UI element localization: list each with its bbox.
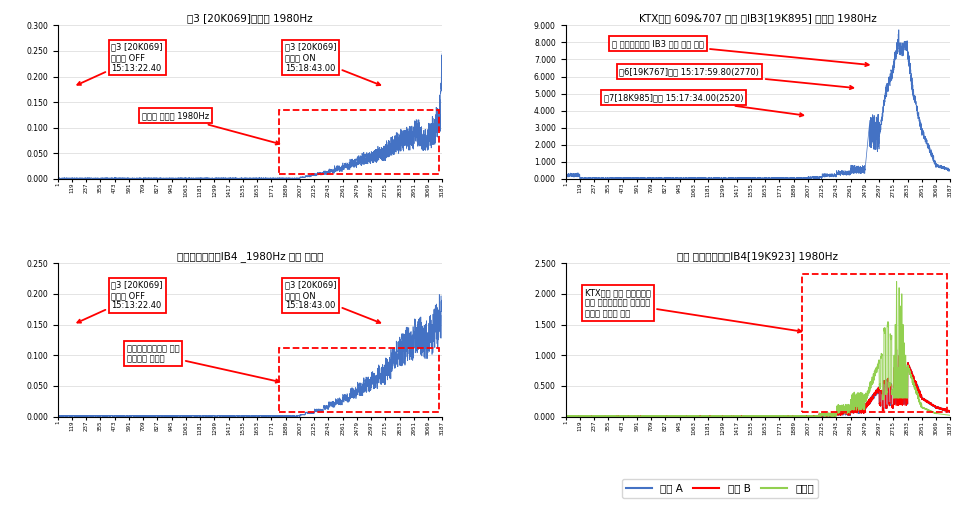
Title: 쀨3 [20K069]수신기 1980Hz: 쀨3 [20K069]수신기 1980Hz xyxy=(187,13,313,23)
Title: 상선 임피던스본드IB4[19K923] 1980Hz: 상선 임피던스본드IB4[19K923] 1980Hz xyxy=(678,251,838,261)
Line: 레일 B: 레일 B xyxy=(565,350,950,417)
Text: 쀨3 [20K069]
송신기 ON
15:18:43.00: 쀨3 [20K069] 송신기 ON 15:18:43.00 xyxy=(285,43,380,85)
레일 A xyxy=(606,414,617,420)
레일 B xyxy=(592,414,604,420)
중성점 xyxy=(724,414,735,420)
레일 A xyxy=(828,412,840,419)
중성점 xyxy=(690,413,702,419)
중성점 xyxy=(891,278,902,284)
레일 B xyxy=(690,413,702,419)
Line: 중성점: 중성점 xyxy=(565,281,950,417)
레일 B xyxy=(730,413,741,419)
레일 B xyxy=(891,347,902,353)
레일 A xyxy=(577,414,588,420)
Text: 핗7[18K985]점유 15:17:34.00(2520): 핗7[18K985]점유 15:17:34.00(2520) xyxy=(604,93,804,116)
레일 B xyxy=(828,410,840,417)
중성점 xyxy=(945,412,956,419)
Legend: 레일 A, 레일 B, 중성점: 레일 A, 레일 B, 중성점 xyxy=(622,480,818,498)
중성점 xyxy=(828,411,840,417)
레일 A xyxy=(560,383,571,389)
Text: 상선임피던스본드 양단
고조파의 전류치: 상선임피던스본드 양단 고조파의 전류치 xyxy=(127,344,279,383)
Text: 수신원 고조파 1980Hz: 수신원 고조파 1980Hz xyxy=(142,111,279,145)
중성점 xyxy=(577,413,588,419)
Text: 하 임피던스본드 IB3 열차 후미 통과: 하 임피던스본드 IB3 열차 후미 통과 xyxy=(612,39,869,66)
중성점 xyxy=(730,412,741,419)
Text: 핖6[19K767]점유 15:17:59.80(2770): 핖6[19K767]점유 15:17:59.80(2770) xyxy=(619,67,853,89)
중성점 xyxy=(560,389,571,395)
레일 A xyxy=(690,413,702,419)
레일 A xyxy=(891,346,902,352)
레일 A xyxy=(724,413,735,419)
Text: KTX산쳌 중련 하선운행시
상선 임피던스본드 양단에서
측정된 고조파 파형: KTX산쳌 중련 하선운행시 상선 임피던스본드 양단에서 측정된 고조파 파형 xyxy=(585,288,802,333)
Text: 쀨3 [20K069]
송신기 OFF
15:13:22.40: 쀨3 [20K069] 송신기 OFF 15:13:22.40 xyxy=(78,280,163,323)
레일 B xyxy=(724,413,735,419)
레일 A xyxy=(829,412,841,419)
레일 A xyxy=(945,407,956,414)
Title: KTX산쳌 609&707 중련 하IB3[19K895] 중성점 1980Hz: KTX산쳌 609&707 중련 하IB3[19K895] 중성점 1980Hz xyxy=(639,13,876,23)
레일 B xyxy=(945,408,956,414)
Title: 상임피던스본드IB4 _1980Hz 양단 전류치: 상임피던스본드IB4 _1980Hz 양단 전류치 xyxy=(177,251,324,262)
레일 A xyxy=(730,413,741,419)
레일 B xyxy=(577,413,588,419)
레일 B xyxy=(560,395,571,401)
Text: 쀨3 [20K069]
송신기 OFF
15:13:22.40: 쀨3 [20K069] 송신기 OFF 15:13:22.40 xyxy=(78,43,163,85)
중성점 xyxy=(803,414,814,420)
Line: 레일 A: 레일 A xyxy=(565,349,950,417)
레일 B xyxy=(829,413,841,419)
중성점 xyxy=(829,414,841,420)
Text: 쀨3 [20K069]
송신기 ON
15:18:43.00: 쀨3 [20K069] 송신기 ON 15:18:43.00 xyxy=(285,280,380,323)
